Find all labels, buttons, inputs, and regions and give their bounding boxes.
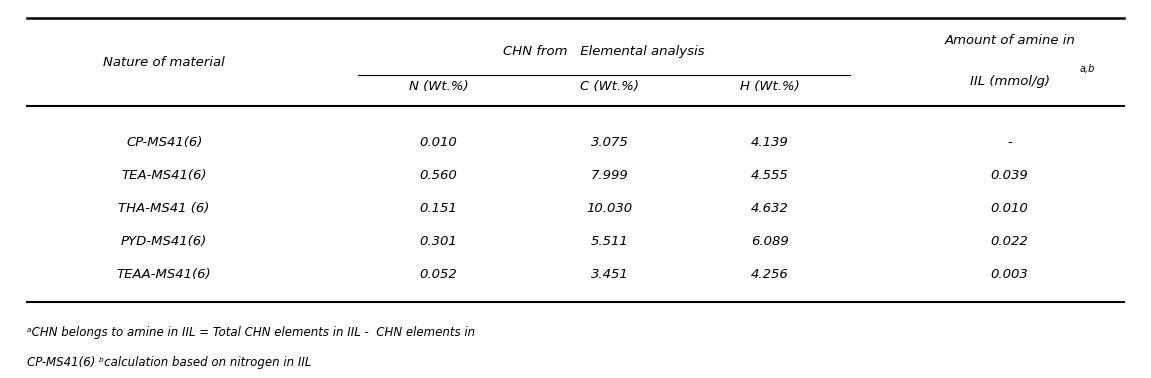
Text: 5.511: 5.511	[590, 235, 628, 248]
Text: CHN from   Elemental analysis: CHN from Elemental analysis	[503, 45, 704, 57]
Text: 0.301: 0.301	[419, 235, 457, 248]
Text: N (Wt.%): N (Wt.%)	[409, 81, 468, 93]
Text: Nature of material: Nature of material	[104, 56, 224, 68]
Text: 3.451: 3.451	[590, 268, 628, 281]
Text: 0.039: 0.039	[991, 169, 1029, 182]
Text: 0.560: 0.560	[419, 169, 457, 182]
Text: CP-MS41(6): CP-MS41(6)	[125, 136, 203, 149]
Text: 4.632: 4.632	[750, 202, 788, 215]
Text: PYD-MS41(6): PYD-MS41(6)	[121, 235, 207, 248]
Text: -: -	[1007, 136, 1012, 149]
Text: Amount of amine in: Amount of amine in	[944, 34, 1075, 46]
Text: 7.999: 7.999	[590, 169, 628, 182]
Text: 4.139: 4.139	[750, 136, 788, 149]
Text: 0.010: 0.010	[991, 202, 1029, 215]
Text: 4.555: 4.555	[750, 169, 788, 182]
Text: 3.075: 3.075	[590, 136, 628, 149]
Text: 4.256: 4.256	[750, 268, 788, 281]
Text: 6.089: 6.089	[750, 235, 788, 248]
Text: 0.151: 0.151	[419, 202, 457, 215]
Text: H (Wt.%): H (Wt.%)	[740, 81, 800, 93]
Text: CP-MS41(6) ᵇcalculation based on nitrogen in IIL: CP-MS41(6) ᵇcalculation based on nitroge…	[26, 356, 312, 369]
Text: 0.052: 0.052	[419, 268, 457, 281]
Text: C (Wt.%): C (Wt.%)	[580, 81, 639, 93]
Text: 10.030: 10.030	[587, 202, 633, 215]
Text: TEAA-MS41(6): TEAA-MS41(6)	[117, 268, 212, 281]
Text: 0.010: 0.010	[419, 136, 457, 149]
Text: IIL (mmol/g): IIL (mmol/g)	[969, 75, 1050, 88]
Text: TEA-MS41(6): TEA-MS41(6)	[121, 169, 207, 182]
Text: a,b: a,b	[1080, 64, 1095, 74]
Text: 0.022: 0.022	[991, 235, 1029, 248]
Text: THA-MS41 (6): THA-MS41 (6)	[119, 202, 209, 215]
Text: 0.003: 0.003	[991, 268, 1029, 281]
Text: ᵃCHN belongs to amine in IIL = Total CHN elements in IIL -  CHN elements in: ᵃCHN belongs to amine in IIL = Total CHN…	[26, 326, 475, 339]
